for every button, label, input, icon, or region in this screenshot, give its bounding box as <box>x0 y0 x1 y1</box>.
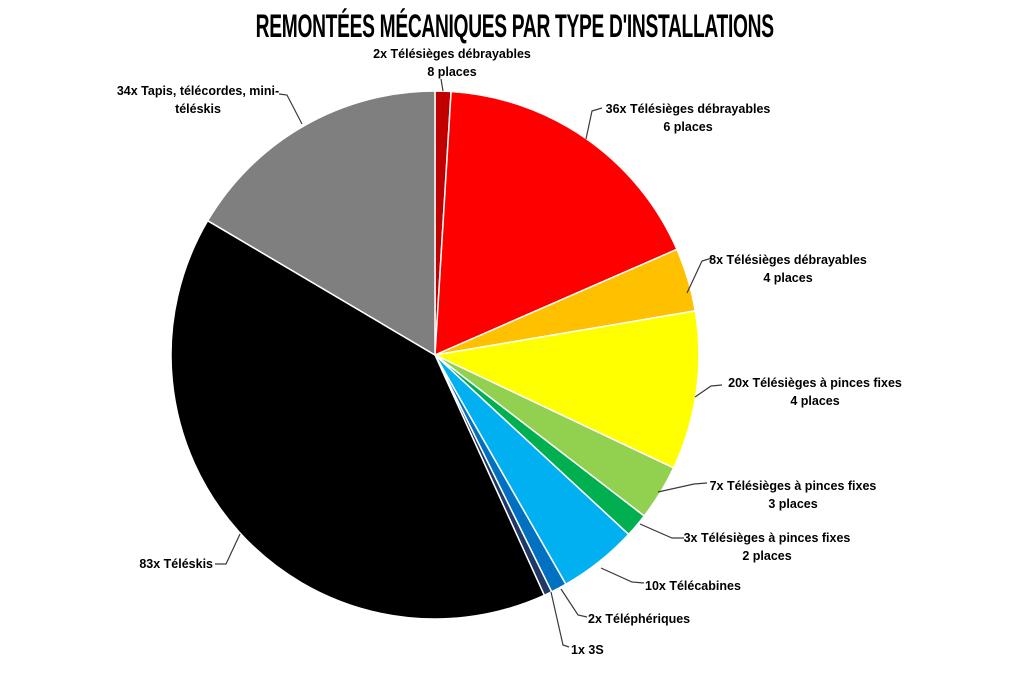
slice-label-line: 4 places <box>790 394 840 408</box>
slice-label-line: 6 places <box>663 120 713 134</box>
pie-slice-9 <box>170 219 546 620</box>
slice-label-line: 3x Télésièges à pinces fixes <box>683 531 851 545</box>
leader-line-6 <box>600 567 645 584</box>
slice-label-line: 20x Télésièges à pinces fixes <box>728 376 902 390</box>
leader-line-2 <box>686 257 713 294</box>
slice-label-2: 8x Télésièges débrayables 4 places <box>709 251 867 287</box>
pie-slice-3 <box>434 310 700 469</box>
leader-line-3 <box>694 384 723 398</box>
leader-line-1 <box>585 107 603 140</box>
chart-title: REMONTÉES MÉCANIQUES PAR TYPE D'INSTALLA… <box>255 8 775 44</box>
leader-line-5 <box>639 523 684 539</box>
slice-label-line: 34x Tapis, télécordes, mini- <box>116 84 280 98</box>
slice-label-line: 3 places <box>768 497 818 511</box>
leader-line-4 <box>657 482 708 493</box>
slice-label-line: 2 places <box>742 549 792 563</box>
slice-label-line: 36x Télésièges débrayables <box>605 102 771 116</box>
slice-label-4: 7x Télésièges à pinces fixes 3 places <box>710 477 877 513</box>
slice-label-line: 1x 3S <box>571 643 604 657</box>
slice-label-8: 1x 3S <box>571 641 604 659</box>
slice-label-line: 8 places <box>427 65 477 79</box>
leader-line-10 <box>278 93 303 125</box>
title-row: REMONTÉES MÉCANIQUES PAR TYPE D'INSTALLA… <box>0 8 1030 45</box>
pie-slice-10 <box>206 90 436 356</box>
slice-label-0: 2x Télésièges débrayables 8 places <box>373 45 531 81</box>
slice-label-line: 7x Télésièges à pinces fixes <box>709 479 877 493</box>
leader-line-8 <box>550 591 570 648</box>
leader-line-0 <box>440 78 444 92</box>
slice-label-10: 34x Tapis, télécordes, mini-téléskis <box>117 82 279 118</box>
slice-label-line: 8x Télésièges débrayables <box>709 253 867 267</box>
slice-label-9: 83x Téléskis <box>139 555 213 573</box>
slice-label-5: 3x Télésièges à pinces fixes 2 places <box>684 529 851 565</box>
slice-label-line: téléskis <box>175 102 221 116</box>
leader-line-7 <box>560 588 588 618</box>
slice-label-line: 83x Téléskis <box>139 557 213 571</box>
leader-line-9 <box>215 533 241 565</box>
slice-label-6: 10x Télécabines <box>645 577 741 595</box>
slice-label-line: 4 places <box>763 271 813 285</box>
slice-label-line: 2x Télésièges débrayables <box>373 47 531 61</box>
slice-label-line: 10x Télécabines <box>645 579 741 593</box>
slice-label-3: 20x Télésièges à pinces fixes 4 places <box>728 374 902 410</box>
slice-label-1: 36x Télésièges débrayables 6 places <box>606 100 771 136</box>
slice-label-line: 2x Téléphériques <box>588 612 691 626</box>
slice-label-7: 2x Téléphériques <box>588 610 690 628</box>
